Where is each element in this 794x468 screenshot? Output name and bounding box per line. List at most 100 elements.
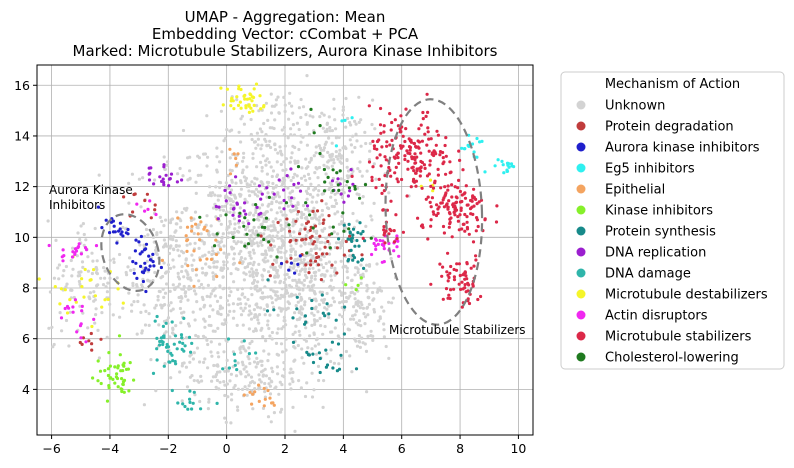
data-point: [256, 280, 260, 284]
data-point: [161, 177, 165, 181]
data-point: [131, 260, 135, 264]
data-point: [303, 394, 308, 399]
data-point: [112, 260, 116, 264]
data-point: [308, 228, 312, 232]
data-point: [293, 311, 297, 315]
data-point: [168, 266, 173, 270]
data-point: [288, 91, 292, 95]
data-point: [181, 128, 186, 133]
data-point: [395, 177, 399, 181]
data-point: [285, 224, 289, 228]
data-point: [395, 237, 399, 241]
data-point: [169, 172, 174, 176]
data-point: [265, 180, 269, 184]
data-point: [194, 191, 198, 195]
data-point: [242, 209, 246, 213]
data-point: [335, 191, 339, 195]
data-point: [249, 317, 254, 321]
data-point: [467, 232, 471, 236]
data-point: [330, 263, 334, 267]
data-point: [347, 328, 352, 332]
data-point: [214, 204, 218, 209]
data-point: [263, 137, 267, 141]
data-point: [115, 372, 119, 376]
data-point: [295, 212, 299, 216]
data-point: [344, 349, 348, 354]
data-point: [322, 113, 326, 117]
data-point: [237, 214, 241, 218]
data-point: [127, 291, 131, 295]
data-point: [314, 244, 318, 248]
data-point: [145, 192, 149, 196]
data-point: [232, 217, 236, 221]
data-point: [415, 155, 419, 159]
data-point: [250, 190, 254, 194]
data-point: [328, 246, 332, 250]
data-point: [329, 278, 333, 282]
data-point: [188, 176, 192, 180]
data-point: [198, 258, 202, 262]
data-point: [140, 285, 145, 289]
data-point: [339, 192, 343, 196]
data-point: [235, 98, 239, 102]
data-point: [476, 297, 480, 302]
data-point: [149, 216, 153, 220]
data-point: [323, 245, 327, 249]
data-point: [222, 286, 226, 290]
data-point: [314, 236, 318, 240]
data-point: [307, 267, 311, 271]
data-point: [260, 192, 264, 196]
data-point: [255, 241, 259, 245]
data-point: [262, 121, 266, 126]
data-point: [218, 160, 222, 164]
data-point: [245, 182, 249, 186]
data-point: [288, 371, 292, 375]
data-point: [71, 250, 75, 254]
data-point: [314, 251, 318, 256]
data-point: [276, 151, 280, 155]
data-point: [161, 304, 165, 308]
data-point: [454, 200, 459, 204]
data-point: [290, 196, 294, 200]
data-point: [249, 132, 253, 137]
data-point: [404, 127, 408, 131]
data-point: [257, 399, 261, 403]
data-point: [217, 243, 221, 247]
data-point: [458, 189, 462, 194]
data-point: [323, 142, 327, 146]
data-point: [321, 229, 325, 233]
data-point: [267, 195, 271, 199]
data-point: [190, 407, 194, 411]
data-point: [84, 238, 88, 242]
data-point: [284, 213, 288, 217]
data-point: [118, 315, 122, 319]
data-point: [330, 141, 334, 145]
data-point: [314, 270, 318, 274]
data-point: [253, 192, 257, 196]
legend-entry: Protein degradation: [605, 120, 734, 135]
data-point: [238, 211, 242, 215]
data-point: [90, 342, 94, 346]
data-point: [316, 255, 321, 259]
data-point: [309, 158, 313, 162]
data-point: [140, 250, 144, 254]
data-point: [298, 189, 303, 193]
data-point: [259, 107, 263, 111]
data-point: [124, 231, 128, 235]
data-point: [353, 145, 357, 150]
data-point: [192, 249, 196, 253]
data-point: [339, 353, 343, 357]
data-point: [354, 339, 358, 343]
data-point: [474, 258, 478, 262]
data-point: [283, 277, 287, 281]
data-point: [223, 318, 227, 322]
data-point: [338, 301, 342, 305]
data-point: [304, 201, 308, 205]
data-point: [76, 246, 80, 250]
data-point: [174, 239, 178, 243]
data-point: [262, 105, 266, 109]
data-point: [429, 137, 433, 141]
data-point: [349, 238, 353, 242]
data-point: [324, 348, 328, 352]
data-point: [219, 109, 223, 113]
